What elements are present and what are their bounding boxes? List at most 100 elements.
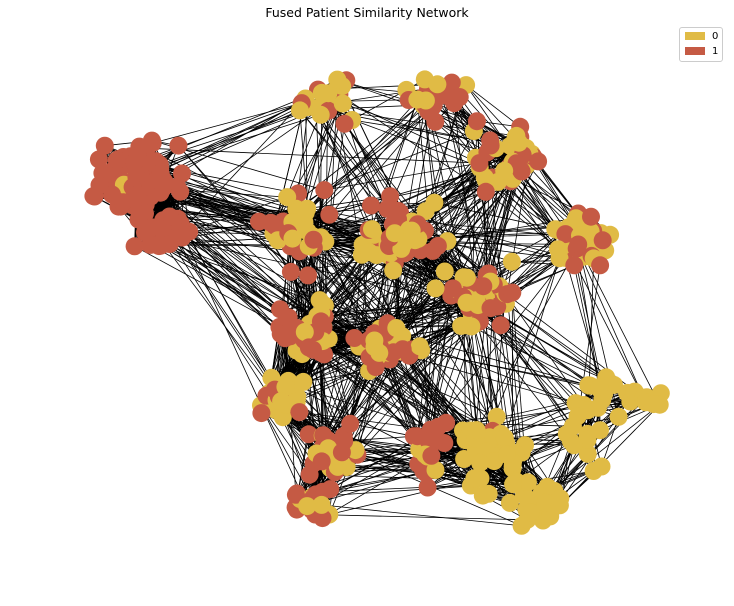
network-edge	[411, 349, 600, 388]
network-node-class-0	[360, 243, 379, 262]
network-node-class-1	[422, 446, 441, 465]
network-node-class-1	[299, 425, 318, 444]
network-edge	[583, 256, 661, 405]
network-node-class-0	[278, 188, 297, 207]
network-edge	[160, 245, 370, 372]
network-node-class-1	[281, 262, 300, 281]
network-edge	[146, 147, 480, 164]
network-edge	[468, 307, 600, 390]
network-edge	[134, 245, 288, 330]
network-node-class-1	[556, 225, 575, 244]
network-node-class-1	[277, 308, 296, 327]
network-node-class-0	[387, 319, 406, 337]
network-node-class-0	[609, 407, 628, 426]
network-node-class-1	[299, 266, 318, 285]
node-layer	[84, 70, 670, 535]
network-node-class-1	[173, 228, 192, 247]
network-node-class-1	[125, 237, 144, 256]
network-node-class-1	[128, 185, 147, 204]
network-node-class-0	[462, 317, 481, 336]
network-edge	[488, 171, 522, 274]
network-node-class-1	[95, 136, 114, 155]
network-node-class-0	[333, 94, 352, 113]
network-edge	[351, 89, 407, 121]
network-edge	[344, 435, 414, 442]
network-node-class-1	[467, 112, 486, 131]
network-node-class-0	[509, 133, 528, 152]
network-node-class-1	[529, 152, 548, 171]
network-edge	[396, 288, 436, 329]
network-node-class-1	[591, 256, 610, 275]
network-edge	[139, 102, 302, 147]
network-node-class-0	[312, 495, 331, 514]
network-edge	[573, 265, 600, 388]
network-node-class-1	[312, 452, 331, 471]
network-node-class-1	[481, 299, 500, 318]
network-node-class-1	[503, 283, 522, 302]
network-node-class-1	[565, 256, 584, 275]
network-node-class-1	[169, 136, 188, 155]
network-node-class-1	[290, 403, 309, 422]
network-node-class-1	[481, 136, 500, 155]
network-node-class-1	[320, 205, 339, 224]
legend-item-0: 0	[685, 31, 718, 43]
network-node-class-1	[366, 358, 385, 377]
network-node-class-1	[341, 414, 360, 433]
network-node-class-0	[495, 428, 514, 447]
network-edge	[324, 162, 480, 191]
network-node-class-0	[283, 229, 302, 248]
network-node-class-0	[385, 224, 404, 243]
network-node-class-1	[593, 231, 612, 250]
network-node-class-0	[568, 407, 587, 426]
network-node-class-1	[151, 164, 170, 183]
network-edge	[162, 219, 277, 390]
network-edge	[476, 299, 574, 427]
network-edge	[541, 404, 660, 499]
network-node-class-1	[582, 207, 600, 226]
network-edge	[158, 237, 282, 402]
network-edge	[324, 254, 363, 306]
network-node-class-1	[474, 277, 493, 296]
network-node-class-1	[435, 434, 454, 452]
network-node-class-0	[475, 168, 494, 187]
network-node-class-0	[328, 70, 347, 89]
network-edge	[527, 470, 594, 483]
network-node-class-0	[328, 457, 347, 476]
network-node-class-0	[578, 444, 597, 463]
network-edge	[168, 237, 370, 372]
network-edge	[471, 326, 591, 387]
network-edge	[465, 84, 521, 128]
network-edge	[329, 195, 391, 216]
network-node-class-1	[335, 114, 354, 133]
network-edge	[430, 257, 566, 430]
network-edge	[139, 114, 321, 173]
network-node-class-0	[272, 392, 291, 411]
network-edge	[167, 233, 286, 339]
network-node-class-1	[470, 154, 489, 173]
network-node-class-1	[141, 218, 160, 237]
legend-item-1: 1	[685, 46, 718, 58]
network-node-class-0	[319, 84, 338, 103]
network-node-class-1	[286, 485, 305, 504]
network-edge	[324, 130, 475, 191]
network-node-class-0	[565, 436, 583, 455]
network-node-class-1	[315, 181, 334, 200]
network-node-class-0	[471, 453, 490, 472]
network-node-class-0	[500, 493, 519, 512]
network-edge	[169, 98, 306, 245]
network-node-class-1	[332, 443, 351, 462]
network-node-class-0	[518, 473, 537, 492]
network-node-class-0	[410, 337, 429, 356]
legend-swatch-1	[685, 47, 705, 55]
network-node-class-0	[276, 377, 295, 396]
network-node-class-0	[536, 493, 555, 512]
network-node-class-0	[644, 395, 663, 414]
network-node-class-0	[550, 496, 569, 515]
network-node-class-0	[454, 268, 473, 287]
network-node-class-0	[498, 445, 516, 464]
network-node-class-0	[495, 161, 514, 180]
network-node-class-0	[521, 503, 540, 522]
legend-swatch-0	[685, 32, 705, 40]
network-node-class-0	[295, 323, 314, 341]
network-edge	[512, 264, 575, 293]
